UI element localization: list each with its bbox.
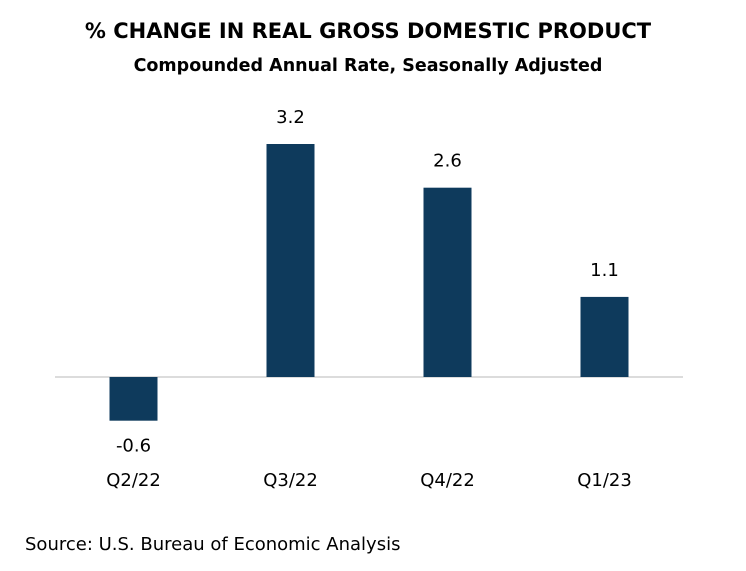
- x-tick-label: Q4/22: [420, 470, 475, 491]
- bar: [266, 144, 315, 377]
- x-tick-label: Q3/22: [263, 470, 318, 491]
- chart-title: % CHANGE IN REAL GROSS DOMESTIC PRODUCT: [85, 19, 652, 43]
- data-label: 2.6: [433, 151, 462, 172]
- x-tick-label: Q2/22: [106, 470, 161, 491]
- chart-subtitle: Compounded Annual Rate, Seasonally Adjus…: [134, 56, 603, 76]
- x-tick-label: Q1/23: [577, 470, 632, 491]
- data-label: 1.1: [590, 260, 619, 281]
- bar: [109, 377, 158, 421]
- data-label: -0.6: [116, 436, 151, 457]
- bar: [423, 187, 472, 377]
- source-note: Source: U.S. Bureau of Economic Analysis: [25, 534, 400, 555]
- bar: [580, 296, 629, 377]
- data-label: 3.2: [276, 107, 305, 128]
